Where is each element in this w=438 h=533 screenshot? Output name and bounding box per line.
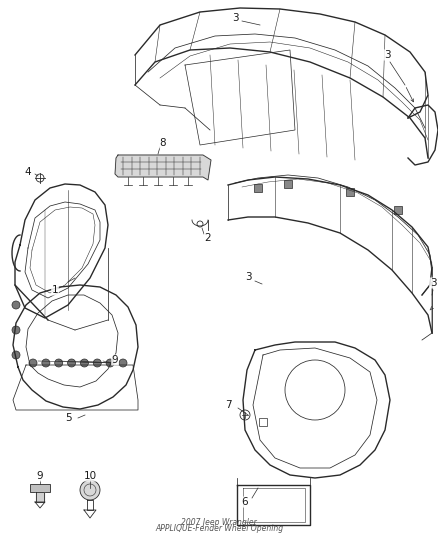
- Bar: [30, 484, 50, 492]
- Text: 5: 5: [65, 413, 71, 423]
- Circle shape: [80, 480, 100, 500]
- Text: 3: 3: [245, 272, 251, 282]
- Circle shape: [12, 351, 20, 359]
- Text: 9: 9: [112, 355, 118, 365]
- Circle shape: [106, 359, 114, 367]
- Bar: [284, 180, 292, 188]
- Text: 6: 6: [242, 497, 248, 507]
- Bar: [259, 418, 267, 426]
- Bar: [394, 206, 402, 214]
- Text: APPLIQUE-Fender Wheel Opening: APPLIQUE-Fender Wheel Opening: [155, 524, 283, 533]
- Circle shape: [29, 359, 37, 367]
- Text: 3: 3: [430, 278, 436, 288]
- Text: 1: 1: [52, 285, 58, 295]
- Bar: [254, 184, 262, 192]
- Circle shape: [93, 359, 101, 367]
- Text: 8: 8: [160, 138, 166, 148]
- Circle shape: [12, 301, 20, 309]
- Polygon shape: [36, 492, 44, 502]
- Text: 2007 Jeep Wrangler: 2007 Jeep Wrangler: [181, 518, 257, 527]
- Text: 4: 4: [25, 167, 31, 177]
- Circle shape: [42, 359, 50, 367]
- Bar: [346, 188, 354, 196]
- Circle shape: [81, 359, 88, 367]
- Text: 10: 10: [83, 471, 96, 481]
- Text: 3: 3: [384, 50, 390, 60]
- Circle shape: [67, 359, 76, 367]
- Polygon shape: [115, 155, 211, 180]
- Text: 3: 3: [232, 13, 238, 23]
- Text: 7: 7: [225, 400, 231, 410]
- Circle shape: [12, 326, 20, 334]
- Circle shape: [119, 359, 127, 367]
- Circle shape: [55, 359, 63, 367]
- Text: 9: 9: [37, 471, 43, 481]
- Text: 2: 2: [205, 233, 211, 243]
